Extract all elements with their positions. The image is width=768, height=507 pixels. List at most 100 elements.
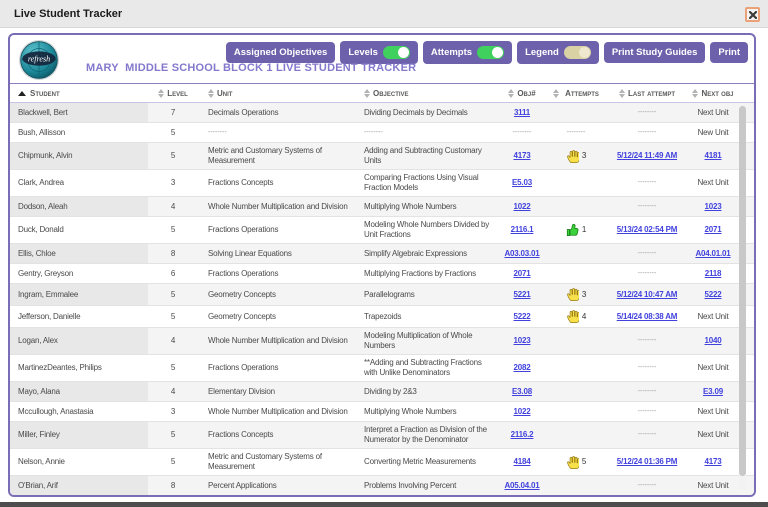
column-header-obj-number[interactable]: Obj# [498, 89, 546, 98]
attempt-count: 3 [582, 290, 586, 300]
vertical-scrollbar[interactable] [739, 105, 746, 490]
next-obj-link[interactable]: E3.09 [703, 387, 723, 396]
column-header-attempts[interactable]: Attempts [546, 89, 606, 98]
last-attempt-link[interactable]: 5/12/24 11:49 AM [617, 151, 677, 160]
assigned-objectives-button[interactable]: Assigned Objectives [226, 42, 335, 63]
attempts-cell [546, 409, 606, 415]
last-attempt-cell: -------- [606, 246, 688, 262]
student-name: Logan, Alex [10, 328, 148, 354]
obj-number-cell: -------- [498, 125, 546, 141]
table-header: Student Level Unit Objective Obj# Attemp… [10, 83, 754, 103]
objective-value: Multiplying Whole Numbers [360, 199, 498, 215]
table-row: Mayo, Alana 4 Elementary Division Dividi… [10, 382, 754, 402]
unit-value: Geometry Concepts [198, 287, 360, 303]
next-obj-cell: 1023 [688, 199, 738, 215]
print-study-guides-button[interactable]: Print Study Guides [604, 42, 706, 63]
next-obj-link[interactable]: 1023 [705, 202, 722, 211]
table-row: Gentry, Greyson 6 Fractions Operations M… [10, 264, 754, 284]
student-name: Mayo, Alana [10, 382, 148, 401]
level-value: 8 [148, 246, 198, 262]
next-obj-cell: 4173 [688, 454, 738, 470]
next-obj-cell: 2071 [688, 222, 738, 238]
next-obj-cell: Next Unit [688, 105, 738, 121]
objective-value: -------- [360, 125, 498, 141]
unit-value: Metric and Customary Systems of Measurem… [198, 143, 360, 169]
level-value: 5 [148, 309, 198, 325]
next-obj-link[interactable]: 4181 [705, 151, 722, 160]
last-attempt-link[interactable]: 5/13/24 02:54 PM [617, 225, 677, 234]
obj-number-link[interactable]: 1023 [514, 336, 531, 345]
print-label: Print [718, 47, 740, 58]
next-obj-link[interactable]: 1040 [705, 336, 722, 345]
student-name: Ingram, Emmalee [10, 284, 148, 305]
scrollbar-thumb[interactable] [739, 106, 746, 476]
attempts-cell [546, 389, 606, 395]
attempts-cell: 3 [546, 284, 606, 305]
legend-toggle-button[interactable]: Legend [517, 41, 599, 64]
obj-number-link[interactable]: 3111 [514, 108, 530, 117]
obj-number-link[interactable]: 4184 [514, 457, 531, 466]
column-header-level[interactable]: Level [148, 89, 198, 98]
objective-value: Parallelograms [360, 287, 498, 303]
obj-number-link[interactable]: A05.04.01 [504, 481, 539, 490]
column-header-next-obj[interactable]: Next obj [688, 89, 738, 98]
column-header-unit[interactable]: Unit [198, 89, 360, 98]
attempts-toggle-switch[interactable] [477, 46, 504, 59]
print-button[interactable]: Print [710, 42, 748, 63]
page-background-strip [0, 502, 768, 507]
level-value: 3 [148, 404, 198, 420]
attempts-toggle-button[interactable]: Attempts [423, 41, 512, 64]
last-attempt-cell: 5/13/24 02:54 PM [606, 222, 688, 238]
column-header-student[interactable]: Student [10, 84, 148, 102]
obj-number-cell: 5222 [498, 309, 546, 325]
objective-value: Modeling Multiplication of Whole Numbers [360, 328, 498, 354]
obj-number-link[interactable]: E3.08 [512, 387, 532, 396]
sort-icon [692, 89, 698, 98]
next-obj-link[interactable]: 5222 [705, 290, 722, 299]
obj-number-link[interactable]: 5221 [514, 290, 531, 299]
last-attempt-cell: -------- [606, 427, 688, 443]
obj-number-link[interactable]: 2082 [514, 363, 531, 372]
obj-number-link[interactable]: 2071 [514, 269, 531, 278]
column-label: Student [30, 89, 60, 98]
assigned-objectives-label: Assigned Objectives [234, 47, 327, 58]
level-value: 3 [148, 175, 198, 191]
legend-toggle-switch[interactable] [564, 46, 591, 59]
attempts-cell [546, 365, 606, 371]
sort-icon [508, 89, 514, 98]
obj-number-link[interactable]: 2116.1 [511, 225, 534, 234]
next-obj-link[interactable]: 4173 [705, 457, 722, 466]
logo-text: refresh [28, 54, 50, 63]
student-name: Ellis, Chloe [10, 244, 148, 263]
level-value: 4 [148, 384, 198, 400]
obj-number-link[interactable]: 1022 [514, 202, 531, 211]
obj-number-cell: E3.08 [498, 384, 546, 400]
obj-number-link[interactable]: 4173 [514, 151, 531, 160]
obj-number-link[interactable]: A03.03.01 [504, 249, 539, 258]
obj-number-link[interactable]: E5.03 [512, 178, 532, 187]
student-name: O'Brian, Arif [10, 476, 148, 495]
close-button[interactable] [745, 7, 760, 22]
obj-number-link[interactable]: 2116.2 [511, 430, 534, 439]
next-obj-link[interactable]: A04.01.01 [695, 249, 730, 258]
last-attempt-link[interactable]: 5/12/24 01:36 PM [617, 457, 677, 466]
student-name: Jefferson, Danielle [10, 306, 148, 327]
next-obj-link[interactable]: 2118 [705, 269, 722, 278]
last-attempt-link[interactable]: 5/14/24 08:38 AM [617, 312, 678, 321]
column-label: Next obj [701, 89, 733, 98]
levels-toggle-switch[interactable] [383, 46, 410, 59]
next-obj-cell: Next Unit [688, 360, 738, 376]
unit-value: Whole Number Multiplication and Division [198, 199, 360, 215]
unit-value: -------- [198, 125, 360, 141]
column-header-last-attempt[interactable]: Last attempt [606, 89, 688, 98]
obj-number-link[interactable]: 5222 [514, 312, 531, 321]
obj-number-link[interactable]: 1022 [514, 407, 531, 416]
next-obj-link[interactable]: 2071 [705, 225, 722, 234]
hand-raised-icon [566, 309, 579, 324]
last-attempt-link[interactable]: 5/12/24 10:47 AM [617, 290, 678, 299]
column-header-objective[interactable]: Objective [360, 89, 498, 98]
attempts-cell [546, 204, 606, 210]
attempts-cell [546, 483, 606, 489]
levels-toggle-button[interactable]: Levels [340, 41, 418, 64]
objective-value: Problems Involving Percent [360, 478, 498, 494]
